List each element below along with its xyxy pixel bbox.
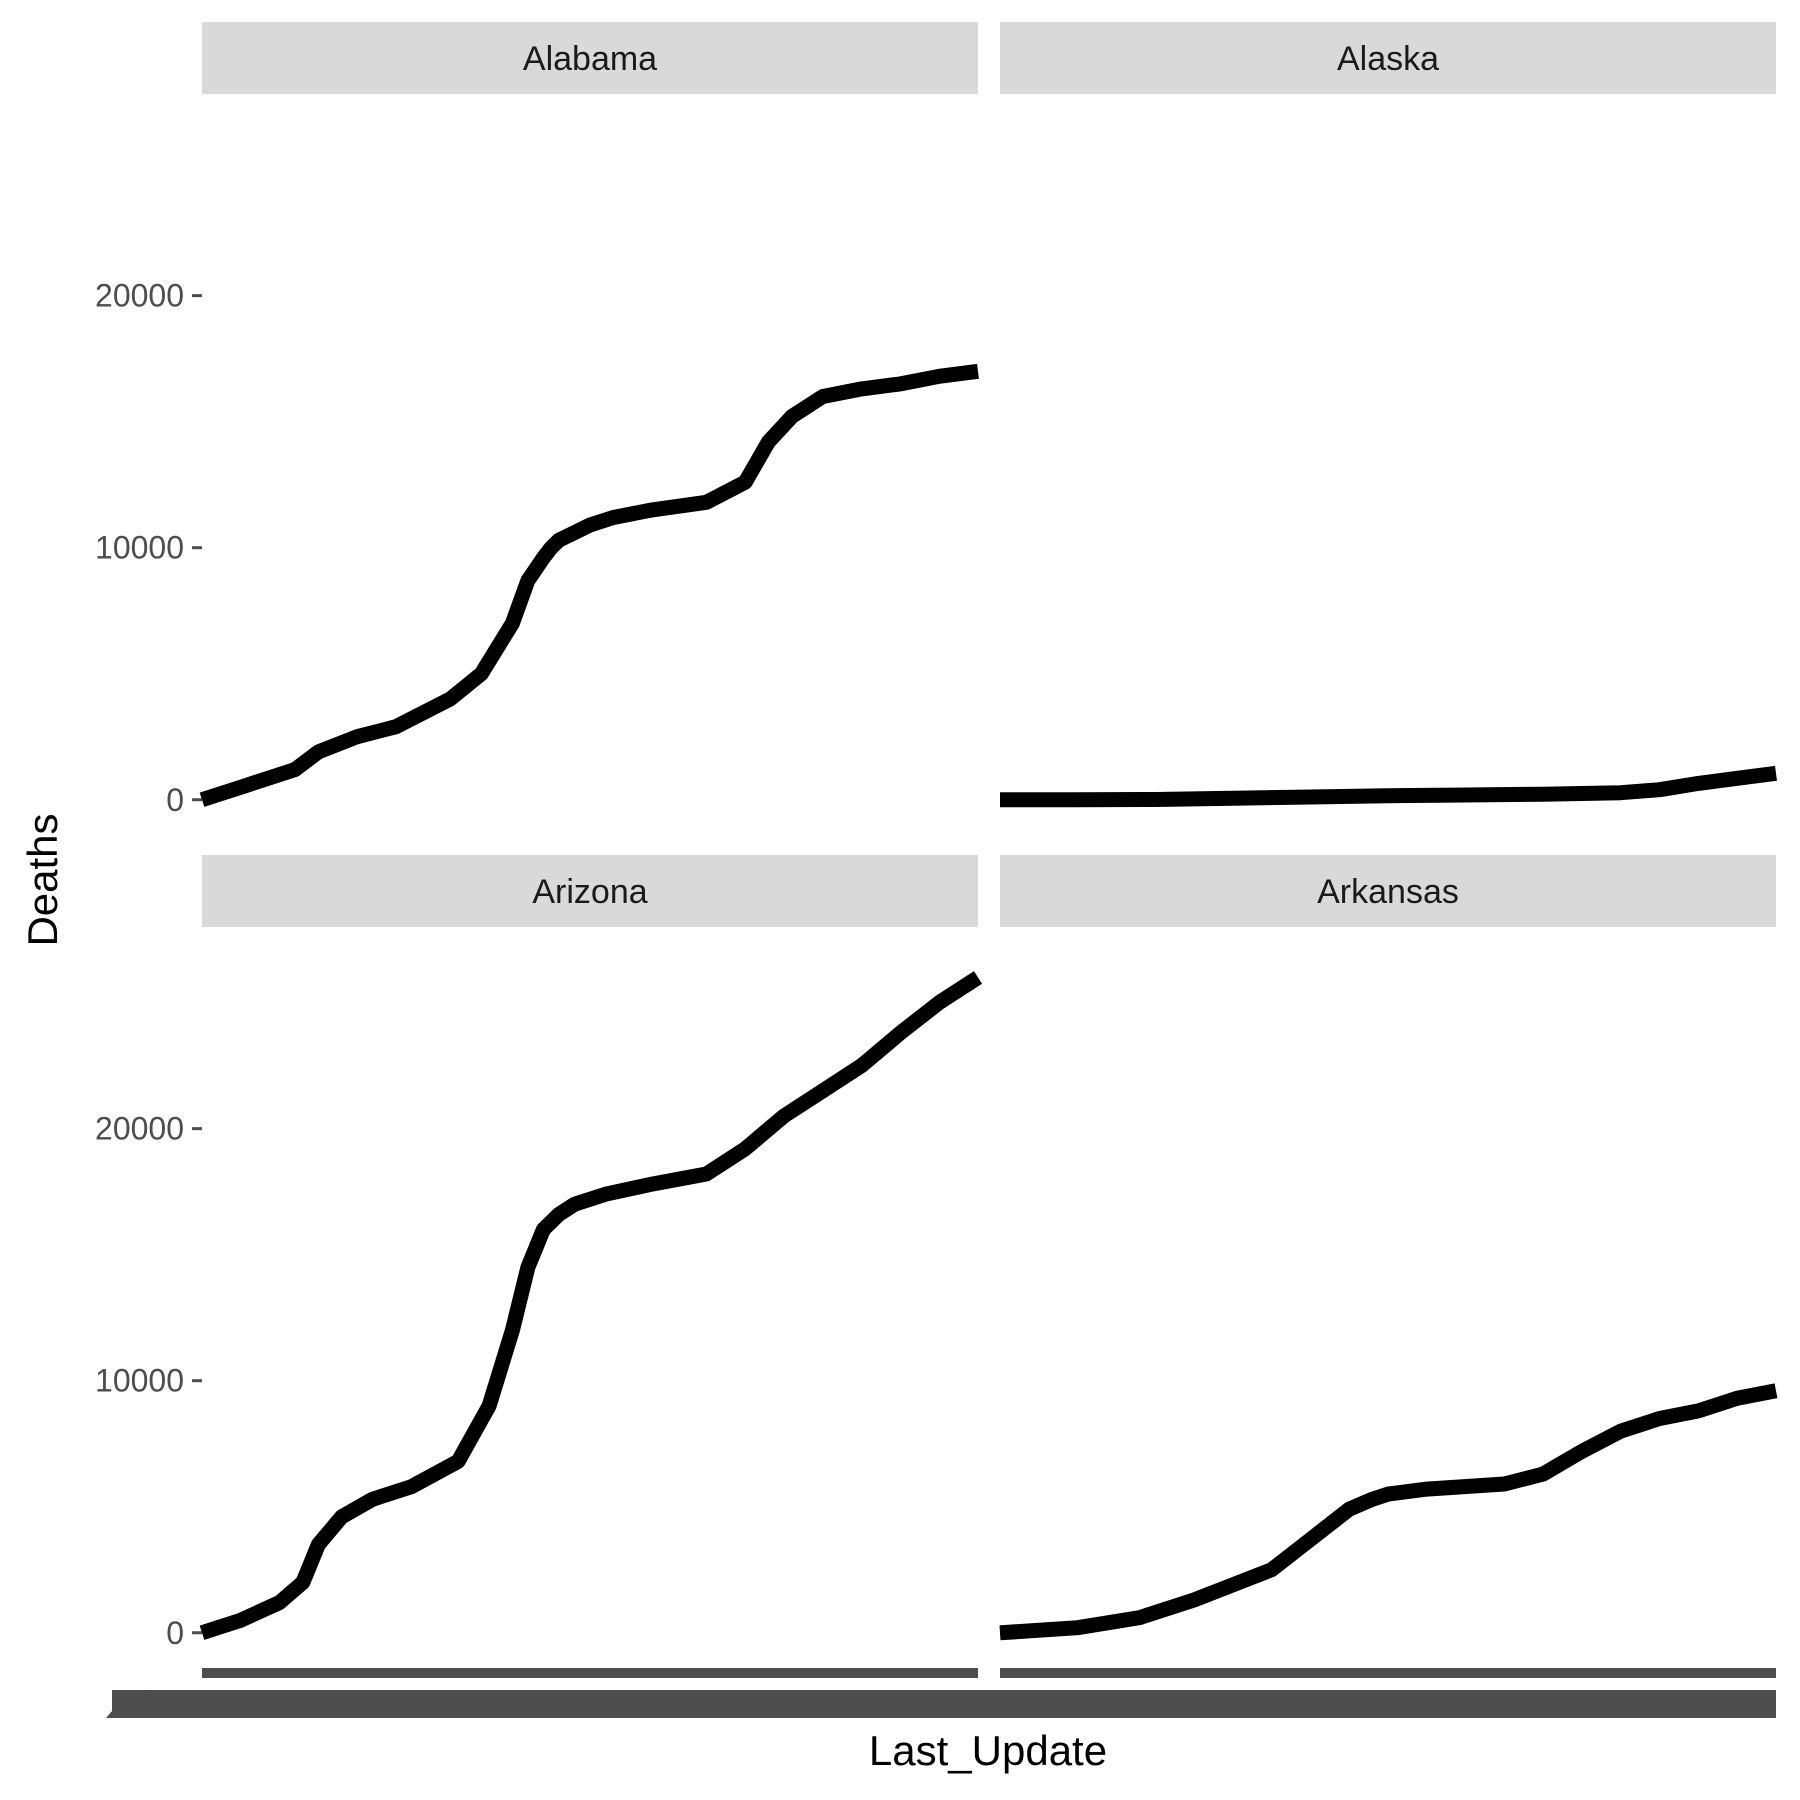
- y-tick-label: 20000: [95, 278, 184, 314]
- x-tick-marks-overplot: [202, 1668, 978, 1678]
- facet-strip-label: Alabama: [523, 40, 657, 78]
- y-tick-label: 10000: [95, 530, 184, 566]
- facet-arkansas: Arkansas: [999, 855, 1778, 1678]
- facet-panels: Alabama 0 10000 20000 Alaska Arizona 0 10000 200…: [95, 22, 1778, 1678]
- series-line-arizona: [199, 971, 983, 1640]
- facet-alabama: Alabama 0 10000 20000: [95, 22, 979, 818]
- y-tick-label: 0: [166, 1615, 184, 1651]
- x-tick-labels-smear-start: [106, 1690, 150, 1718]
- facet-strip: [202, 22, 978, 94]
- y-tick-label: 20000: [95, 1111, 184, 1147]
- x-tick-marks-overplot: [1000, 1668, 1776, 1678]
- x-axis-overplotted-labels: [106, 1690, 1776, 1718]
- series-line-alaska: [1000, 765, 1777, 808]
- x-axis-title: Last_Update: [869, 1727, 1107, 1774]
- y-tick-label: 0: [166, 782, 184, 818]
- facet-strip: [1000, 855, 1776, 927]
- series-line-arkansas: [999, 1383, 1778, 1641]
- facet-strip-label: Alaska: [1337, 40, 1439, 78]
- series-line-alabama: [199, 363, 979, 807]
- facet-arizona: Arizona 0 10000 20000: [95, 855, 983, 1678]
- y-axis-title: Deaths: [19, 813, 66, 946]
- facet-strip-label: Arkansas: [1317, 873, 1459, 911]
- facet-strip-label: Arizona: [532, 873, 647, 911]
- facet-alaska: Alaska: [1000, 22, 1777, 808]
- x-tick-labels-smear: [112, 1690, 1776, 1718]
- y-tick-label: 10000: [95, 1363, 184, 1399]
- facet-strip: [202, 855, 978, 927]
- facet-strip: [1000, 22, 1776, 94]
